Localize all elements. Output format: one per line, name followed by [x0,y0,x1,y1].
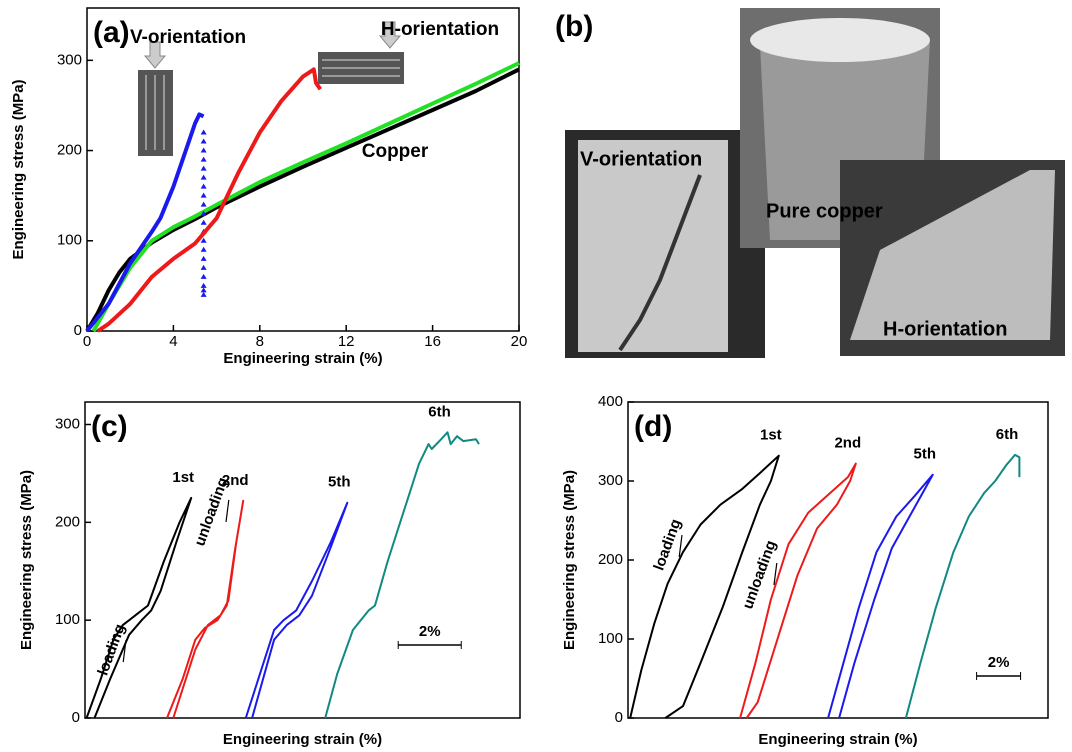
x-axis-label: Engineering strain (%) [758,731,917,748]
marker [201,220,207,225]
x-tick-label: 0 [83,333,91,350]
x-tick-label: 12 [338,333,355,350]
y-tick-label: 200 [57,142,82,159]
x-axis-label: Engineering strain (%) [223,731,382,748]
x-axis-label: Engineering strain (%) [223,350,382,367]
series-label: 2nd [834,435,861,452]
figure: (b) V-orientation Pure copper H-orientat… [0,0,1072,752]
annotation: loading [650,517,684,573]
marker [201,287,207,292]
series-label: V-orientation [130,27,246,48]
series-line [828,475,933,718]
panel-label: (a) [93,16,130,49]
plot-frame [85,402,520,718]
y-tick-label: 200 [55,513,80,530]
marker [201,148,207,153]
photo-caption: V-orientation [580,148,702,170]
marker [201,193,207,198]
series-label: 5th [914,446,937,463]
marker [201,265,207,270]
y-tick-label: 0 [74,322,82,339]
series-label: 6th [996,426,1019,443]
y-tick-label: 200 [598,551,623,568]
y-tick-label: 0 [615,709,623,726]
annotation-arrow [226,500,229,522]
panel-label: (c) [91,410,128,443]
y-tick-label: 100 [598,630,623,647]
y-tick-label: 400 [598,393,623,410]
y-tick-label: 300 [598,472,623,489]
photo-panel: (b) V-orientation Pure copper H-orientat… [555,8,1065,358]
y-axis-label: Engineering stress (MPa) [18,470,35,650]
scale-bar-label: 2% [419,623,441,640]
scale-bar-label: 2% [988,654,1010,671]
marker [201,283,207,288]
y-tick-label: 100 [55,611,80,628]
y-tick-label: 300 [55,415,80,432]
x-tick-label: 20 [511,333,528,350]
photo [578,140,728,352]
marker [201,166,207,171]
annotation: unloading [739,538,779,611]
series-label: 5th [328,474,351,491]
marker [201,202,207,207]
panel-label: (d) [634,410,672,443]
series-label: 1st [172,469,194,486]
marker [201,247,207,252]
y-tick-label: 100 [57,232,82,249]
y-tick-label: 0 [72,709,80,726]
y-axis-label: Engineering stress (MPa) [10,79,27,259]
series-label: H-orientation [381,19,499,40]
annotation: unloading [191,475,231,548]
y-tick-label: 300 [57,51,82,68]
marker [201,256,207,261]
series-line [87,498,192,718]
series-label: Copper [362,141,429,162]
fracture-surface [750,18,930,62]
series-label: 1st [760,427,782,444]
photo-caption: Pure copper [766,200,883,222]
panel-label: (b) [555,10,593,43]
marker [201,292,207,297]
x-tick-label: 8 [256,333,264,350]
y-axis-label: Engineering stress (MPa) [561,470,578,650]
marker [201,139,207,144]
marker [201,274,207,279]
series-label: 6th [428,403,451,420]
photo-caption: H-orientation [883,318,1007,340]
marker [201,175,207,180]
x-tick-label: 4 [169,333,177,350]
marker [201,184,207,189]
series-line [98,69,320,331]
x-tick-label: 16 [424,333,441,350]
marker [201,130,207,135]
marker [201,157,207,162]
series-line [246,503,347,718]
